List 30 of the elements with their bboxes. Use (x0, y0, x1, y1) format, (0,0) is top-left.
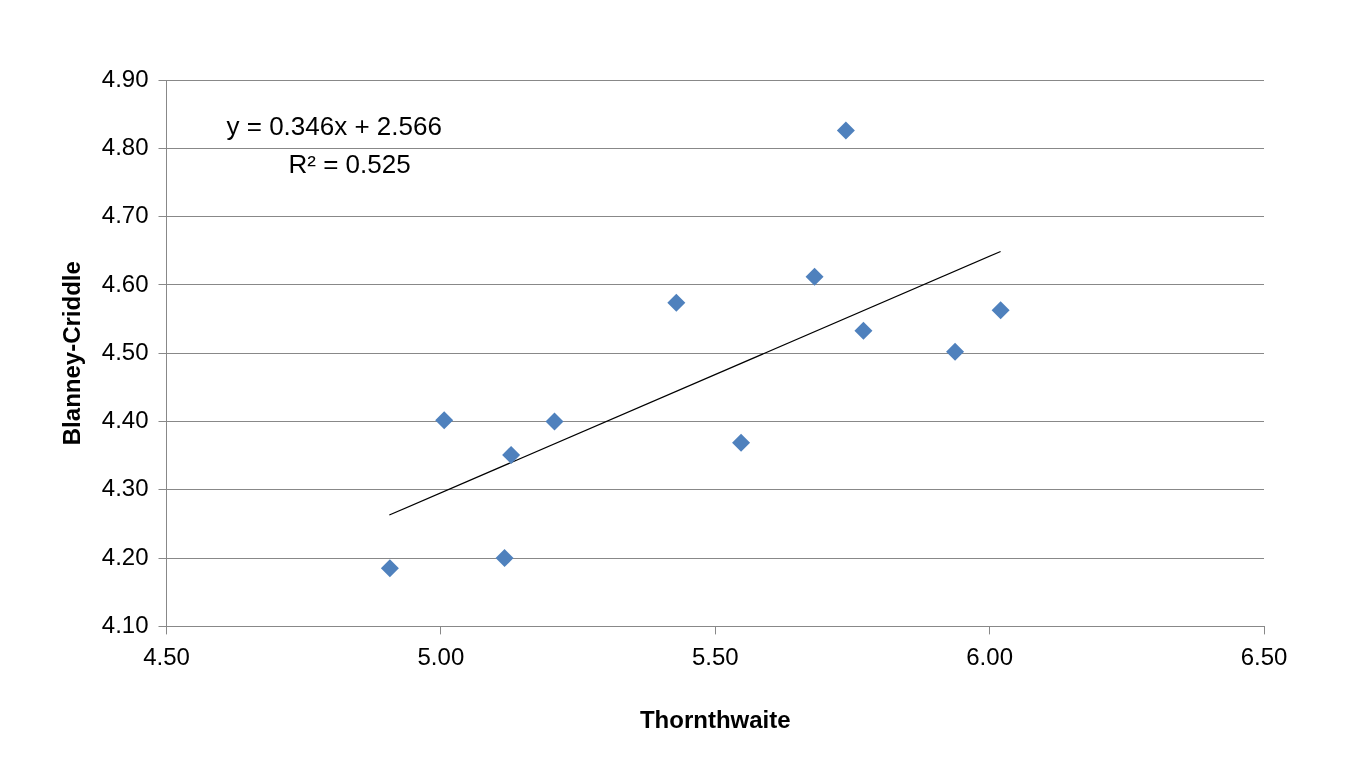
y-tick-label: 4.90 (101, 64, 149, 92)
point (495, 549, 514, 568)
point (667, 293, 686, 312)
point (805, 267, 824, 286)
annotation: y = 0.346x + 2.566 (226, 111, 442, 142)
y-tick-label: 4.40 (101, 406, 149, 434)
point (991, 301, 1010, 320)
x-axis-title: Thornthwaite (639, 706, 791, 734)
point (836, 121, 855, 140)
x-tick-label: 6.50 (1240, 643, 1288, 671)
y-tick-label: 4.20 (101, 542, 149, 570)
point (854, 321, 873, 340)
y-tick-label: 4.50 (101, 337, 149, 365)
x-tick-label: 6.00 (966, 643, 1013, 671)
y-tick-label: 4.60 (101, 269, 149, 297)
y-tick-label: 4.70 (101, 201, 149, 229)
point (732, 433, 751, 452)
x-tick-label: 4.50 (143, 643, 190, 671)
annotation: R² = 0.525 (288, 149, 411, 180)
x-tick-label: 5.00 (417, 643, 465, 671)
point (380, 559, 399, 578)
y-axis-title: Blanney-Criddle (58, 261, 86, 446)
point (946, 342, 965, 361)
y-tick-label: 4.30 (101, 474, 149, 502)
point (545, 412, 564, 431)
y-tick-label: 4.80 (101, 132, 149, 160)
y-tick-label: 4.10 (101, 611, 149, 639)
x-tick-label: 5.50 (691, 643, 739, 671)
point (502, 445, 521, 464)
point (435, 411, 454, 430)
